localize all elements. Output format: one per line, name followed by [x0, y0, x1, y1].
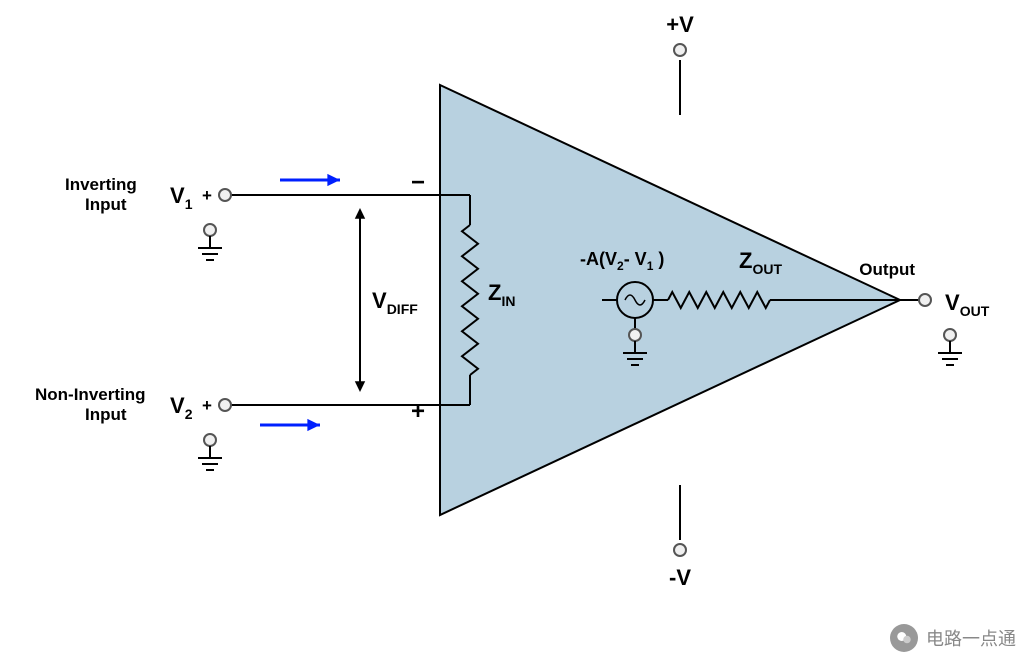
opamp-diagram: +V-V−+-++-V1V2InvertingInputNon-Invertin… — [0, 0, 1036, 667]
svg-text:Input: Input — [85, 405, 127, 424]
svg-text:V1: V1 — [170, 183, 193, 212]
watermark-text: 电路一点通 — [926, 625, 1016, 651]
svg-text:V2: V2 — [170, 393, 193, 422]
svg-text:Output: Output — [859, 260, 915, 279]
wechat-icon — [890, 624, 918, 652]
svg-text:+: + — [202, 186, 212, 205]
svg-text:Non-Inverting: Non-Inverting — [35, 385, 146, 404]
svg-text:Input: Input — [85, 195, 127, 214]
svg-text:+: + — [202, 396, 212, 415]
svg-text:−: − — [411, 169, 425, 196]
svg-text:+V: +V — [666, 12, 694, 37]
svg-text:Inverting: Inverting — [65, 175, 137, 194]
svg-text:VOUT: VOUT — [945, 290, 990, 319]
watermark: 电路一点通 — [890, 624, 1016, 652]
svg-text:-V: -V — [669, 565, 691, 590]
svg-text:+: + — [411, 398, 425, 425]
svg-text:VDIFF: VDIFF — [372, 288, 418, 317]
